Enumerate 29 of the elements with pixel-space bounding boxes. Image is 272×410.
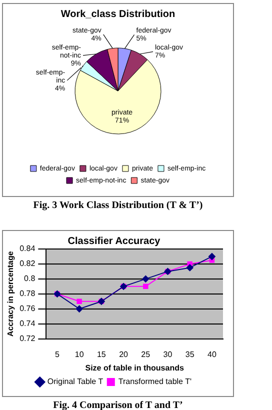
x-tick-label: 10 — [74, 350, 84, 359]
point — [208, 252, 216, 260]
chart-title: Work_class Distribution — [60, 8, 176, 20]
y-tick-label: 0.84 — [20, 244, 36, 254]
x-tick-label: 25 — [141, 350, 151, 359]
x-tick-label: 30 — [163, 350, 173, 359]
x-tick-label: 5 — [54, 350, 60, 359]
x-tick-label: 35 — [185, 350, 195, 359]
point — [143, 284, 148, 290]
y-tick-label: 0.76 — [20, 304, 36, 314]
legend-label: Transformed table T' — [118, 377, 192, 386]
x-tick-label: 15 — [96, 350, 106, 359]
y-tick-label: 0.72 — [20, 334, 36, 344]
caption: Fig. 4 Comparison of T and T’ — [52, 400, 184, 410]
y-tick-label: 0.8 — [24, 274, 36, 284]
point — [76, 298, 82, 304]
chart-title: Classifier Accuracy — [68, 236, 161, 247]
point — [186, 264, 194, 272]
point — [76, 305, 83, 312]
y-axis-title: Accracy in percentage — [6, 250, 16, 337]
y-tick-label: 0.78 — [20, 289, 36, 298]
point — [142, 275, 150, 282]
x-axis-title: Size of table in thousands — [85, 363, 184, 372]
legend-label: Original Table T — [47, 377, 104, 386]
y-tick-label: 0.74 — [20, 319, 36, 328]
y-tick-label: 0.82 — [20, 259, 36, 268]
caption: Fig. 3 Work Class Distribution (T & T’) — [32, 200, 204, 211]
x-tick-label: 40 — [207, 350, 217, 359]
x-tick-label: 20 — [119, 350, 129, 359]
